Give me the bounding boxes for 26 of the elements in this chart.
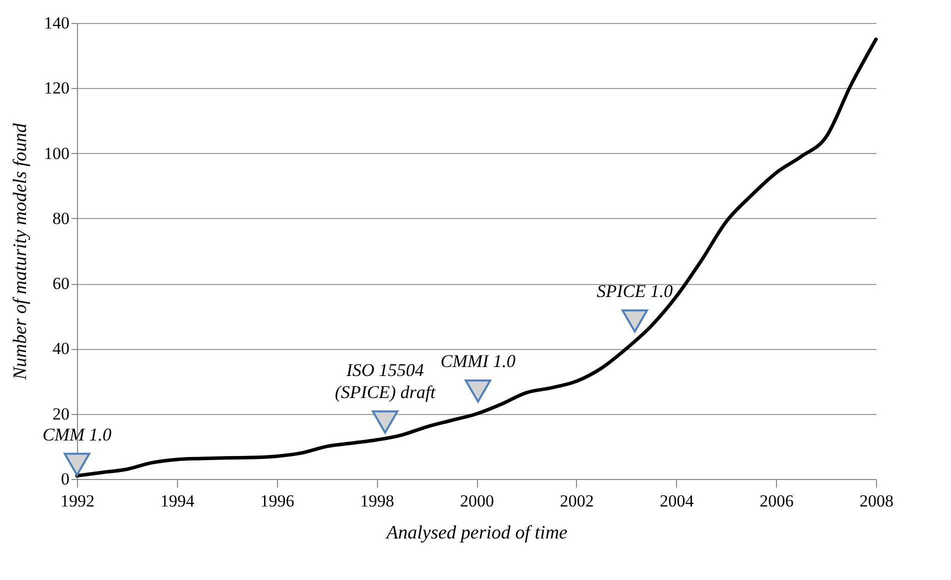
- point: [622, 309, 648, 333]
- x-tick-label: 2000: [460, 492, 494, 510]
- y-tick-label: 60: [52, 274, 70, 294]
- y-tick-label: 120: [44, 78, 70, 98]
- y-tick-label: 100: [44, 144, 70, 163]
- point: [372, 410, 398, 434]
- x-tick-label: 1994: [160, 492, 195, 510]
- x-tick-label: 2006: [760, 492, 794, 510]
- point: [464, 379, 492, 403]
- x-tick-label: 1996: [260, 492, 294, 510]
- x-axis-title: Analysed period of time: [384, 522, 568, 544]
- y-tick-label: 0: [61, 470, 70, 488]
- x-tick-label: 2008: [860, 492, 894, 510]
- y-axis-title: Number of maturity models found: [10, 122, 31, 381]
- annotation: ISO 15504 (SPICE) draft: [334, 360, 436, 402]
- y-tick-label: 80: [52, 208, 70, 228]
- annotation: SPICE 1.0: [596, 281, 673, 302]
- annotation: CMM 1.0: [42, 424, 112, 444]
- x-tick-label: 2002: [560, 492, 594, 510]
- x-tick-label: 2004: [660, 492, 694, 510]
- annotation: CMMI 1.0: [440, 351, 516, 372]
- x-tick-label: 1992: [60, 492, 94, 510]
- y-tick-label: 40: [52, 339, 70, 358]
- y-tick-label: 140: [44, 14, 70, 32]
- y-tick-label: 20: [52, 404, 70, 424]
- x-tick-label: 1998: [360, 492, 394, 510]
